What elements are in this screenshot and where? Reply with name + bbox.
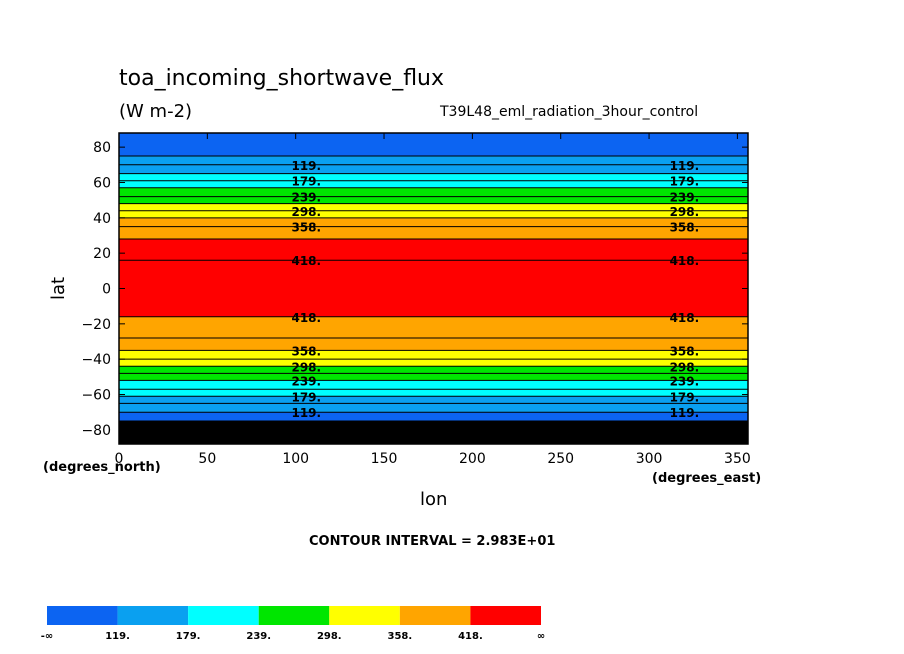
- contour-band: [119, 196, 748, 204]
- y-tick-label: −80: [81, 423, 111, 439]
- colorbar-swatch: [258, 606, 330, 625]
- contour-label: 358.: [670, 221, 700, 235]
- colorbar-label: 119.: [105, 631, 130, 642]
- x-tick-label: 200: [459, 451, 486, 467]
- y-tick-label: 0: [102, 282, 111, 298]
- colorbar-swatch: [470, 606, 541, 625]
- contour-band: [119, 210, 748, 218]
- colorbar-label: 418.: [458, 631, 483, 642]
- contour-band: [119, 203, 748, 211]
- contour-label: 239.: [670, 191, 700, 205]
- y-axis-unit: (degrees_north): [43, 460, 161, 475]
- contour-band: [119, 164, 748, 174]
- contour-label: 239.: [670, 374, 700, 388]
- y-tick-label: −60: [81, 388, 111, 404]
- y-tick-label: 20: [93, 246, 111, 262]
- contour-band: [119, 421, 748, 444]
- contour-band: [119, 350, 748, 360]
- contour-label: 358.: [291, 344, 321, 358]
- x-tick-label: 100: [282, 451, 309, 467]
- contour-band: [119, 316, 748, 338]
- contour-label: 298.: [670, 205, 700, 219]
- contour-label: 418.: [291, 254, 321, 268]
- chart-title: toa_incoming_shortwave_flux: [119, 66, 445, 91]
- x-tick-label: 50: [198, 451, 216, 467]
- y-tick-label: 60: [93, 175, 111, 191]
- contour-band: [119, 187, 748, 197]
- x-tick-label: 350: [724, 451, 751, 467]
- contour-label: 179.: [291, 175, 321, 189]
- x-axis-label: lon: [420, 489, 448, 510]
- contour-label: 179.: [670, 175, 700, 189]
- colorbar-swatch: [188, 606, 259, 625]
- colorbar-label: 298.: [317, 631, 342, 642]
- contour-band: [119, 373, 748, 381]
- contour-band: [119, 396, 748, 404]
- contour-label: 298.: [291, 205, 321, 219]
- contour-band: [119, 180, 748, 188]
- x-axis-unit: (degrees_east): [652, 471, 762, 486]
- colorbar-label: 358.: [388, 631, 413, 642]
- contour-label: 358.: [291, 221, 321, 235]
- contour-label: 179.: [291, 390, 321, 404]
- contour-label: 119.: [291, 406, 321, 420]
- contour-interval: CONTOUR INTERVAL = 2.983E+01: [309, 534, 556, 549]
- colorbar-label: -∞: [41, 631, 53, 642]
- colorbar-label: 179.: [176, 631, 201, 642]
- x-tick-label: 250: [547, 451, 574, 467]
- x-tick-label: 0: [115, 451, 124, 467]
- x-tick-label: 300: [636, 451, 663, 467]
- contour-band: [119, 366, 748, 374]
- contour-label: 418.: [670, 254, 700, 268]
- experiment-name: T39L48_eml_radiation_3hour_control: [440, 104, 699, 120]
- y-axis-label: lat: [48, 276, 69, 300]
- contour-band: [119, 389, 748, 397]
- contour-label: 239.: [291, 374, 321, 388]
- contour-band: [119, 226, 748, 240]
- y-tick-label: −40: [81, 352, 111, 368]
- contour-band: [119, 239, 748, 261]
- contour-label: 418.: [291, 311, 321, 325]
- contour-label: 298.: [670, 360, 700, 374]
- y-tick-label: 80: [93, 140, 111, 156]
- contour-band: [119, 359, 748, 367]
- x-tick-label: 150: [371, 451, 398, 467]
- contour-label: 358.: [670, 344, 700, 358]
- contour-band: [119, 412, 748, 422]
- y-tick-label: 40: [93, 211, 111, 227]
- contour-label: 119.: [670, 406, 700, 420]
- contour-band: [119, 173, 748, 181]
- colorbar-swatch: [117, 606, 189, 625]
- contour-band: [119, 403, 748, 413]
- contour-band: [119, 337, 748, 351]
- colorbar-label: ∞: [537, 631, 545, 642]
- contour-band: [119, 260, 748, 317]
- contour-label: 239.: [291, 191, 321, 205]
- contour-band: [119, 217, 748, 227]
- contour-label: 298.: [291, 360, 321, 374]
- colorbar-swatch: [329, 606, 400, 625]
- y-tick-label: −20: [81, 317, 111, 333]
- contour-labels: 119.179.239.298.358.418.119.179.239.298.…: [291, 159, 699, 420]
- colorbar-swatch: [47, 606, 118, 625]
- colorbar-swatch: [399, 606, 471, 625]
- contour-band: [119, 155, 748, 165]
- contour-band: [119, 380, 748, 390]
- contour-lines: [119, 155, 748, 422]
- colorbar-label: 239.: [246, 631, 271, 642]
- filled-contour-bands: [119, 133, 748, 444]
- contour-label: 119.: [670, 159, 700, 173]
- chart-units: (W m-2): [119, 101, 193, 122]
- contour-label: 119.: [291, 159, 321, 173]
- contour-label: 418.: [670, 311, 700, 325]
- contour-band: [119, 133, 748, 156]
- colorbar: -∞ 119. 179. 239. 298. 358. 418. ∞: [41, 606, 545, 642]
- contour-label: 179.: [670, 390, 700, 404]
